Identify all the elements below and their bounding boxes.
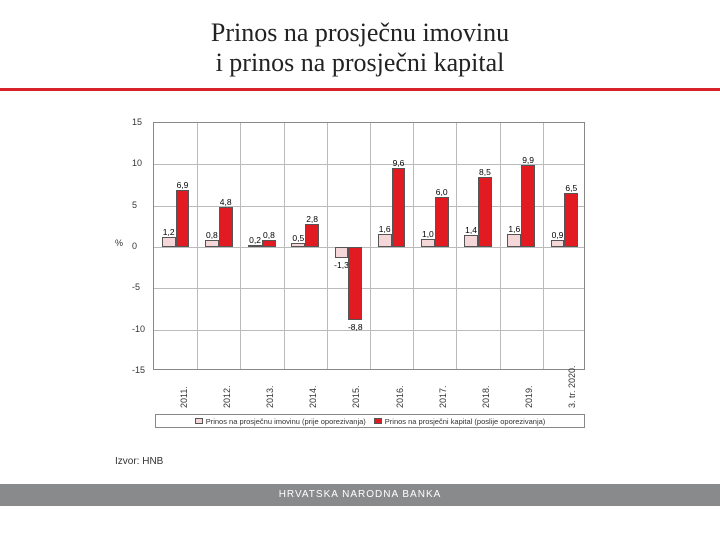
bar [564,193,578,247]
value-label: 0,5 [292,233,304,243]
value-label: 8,5 [479,167,491,177]
value-label: 2,8 [306,214,318,224]
bar [162,237,176,247]
category-separator [327,123,328,369]
value-label: 1,2 [163,227,175,237]
title-underline [0,88,720,91]
category-label: 2015. [351,385,361,408]
bar [521,165,535,247]
y-tick-label: 10 [132,158,142,168]
legend-label-1: Prinos na prosječnu imovinu (prije opore… [206,417,366,426]
value-label: -8,8 [348,322,363,332]
category-separator [370,123,371,369]
category-label: 2014. [308,385,318,408]
legend-item-2: Prinos na prosječni kapital (poslije opo… [374,417,546,426]
title-line-1: Prinos na prosječnu imovinu [0,18,720,48]
category-separator [197,123,198,369]
category-label: 2016. [395,385,405,408]
category-label: 2011. [179,386,189,408]
category-label: 2017. [438,385,448,408]
source-label: Izvor: HNB [115,456,163,467]
y-tick-label: 0 [132,241,142,251]
chart-title: Prinos na prosječnu imovinu i prinos na … [0,0,720,84]
value-label: 9,6 [393,158,405,168]
gridline [154,330,584,331]
legend-swatch-2 [374,418,382,424]
value-label: 9,9 [522,155,534,165]
value-label: 1,0 [422,229,434,239]
value-label: 1,6 [508,224,520,234]
footer-bar: HRVATSKA NARODNA BANKA [0,484,720,506]
y-axis-label: % [115,238,123,248]
bar [335,247,349,258]
bar [348,247,362,320]
bar-chart: % 1,26,90,84,80,20,80,52,8-1,3-8,81,69,6… [115,118,595,428]
gridline [154,164,584,165]
category-label: 2019. [524,385,534,408]
plot-area: 1,26,90,84,80,20,80,52,8-1,3-8,81,69,61,… [153,122,585,370]
bar [205,240,219,247]
bar [262,240,276,247]
y-tick-label: -10 [132,324,142,334]
bar [478,177,492,247]
category-separator [284,123,285,369]
y-tick-label: -15 [132,365,142,375]
value-label: -1,3 [334,260,349,270]
bar [248,245,262,247]
category-separator [240,123,241,369]
value-label: 4,8 [220,197,232,207]
value-label: 6,5 [565,183,577,193]
category-separator [413,123,414,369]
bar [176,190,190,247]
value-label: 0,8 [206,230,218,240]
y-tick-label: 5 [132,200,142,210]
category-separator [500,123,501,369]
y-tick-label: -5 [132,282,142,292]
category-separator [543,123,544,369]
value-label: 0,2 [249,235,261,245]
category-separator [456,123,457,369]
value-label: 1,6 [379,224,391,234]
bar [291,243,305,247]
legend-swatch-1 [195,418,203,424]
bar [435,197,449,247]
bar [421,239,435,247]
bar [507,234,521,247]
y-tick-label: 15 [132,117,142,127]
bar [551,240,565,247]
bar [219,207,233,247]
value-label: 6,9 [177,180,189,190]
category-label: 2018. [481,385,491,408]
legend-label-2: Prinos na prosječni kapital (poslije opo… [385,417,546,426]
chart-legend: Prinos na prosječnu imovinu (prije opore… [155,414,585,428]
gridline [154,247,584,248]
category-label: 2013. [265,385,275,408]
category-label: 3. tr. 2020. [567,365,577,408]
gridline [154,288,584,289]
bar [392,168,406,247]
category-label: 2012. [222,385,232,408]
value-label: 0,9 [552,230,564,240]
value-label: 0,8 [263,230,275,240]
title-line-2: i prinos na prosječni kapital [0,48,720,78]
bar [378,234,392,247]
value-label: 6,0 [436,187,448,197]
value-label: 1,4 [465,225,477,235]
bar [305,224,319,247]
legend-item-1: Prinos na prosječnu imovinu (prije opore… [195,417,366,426]
bar [464,235,478,247]
